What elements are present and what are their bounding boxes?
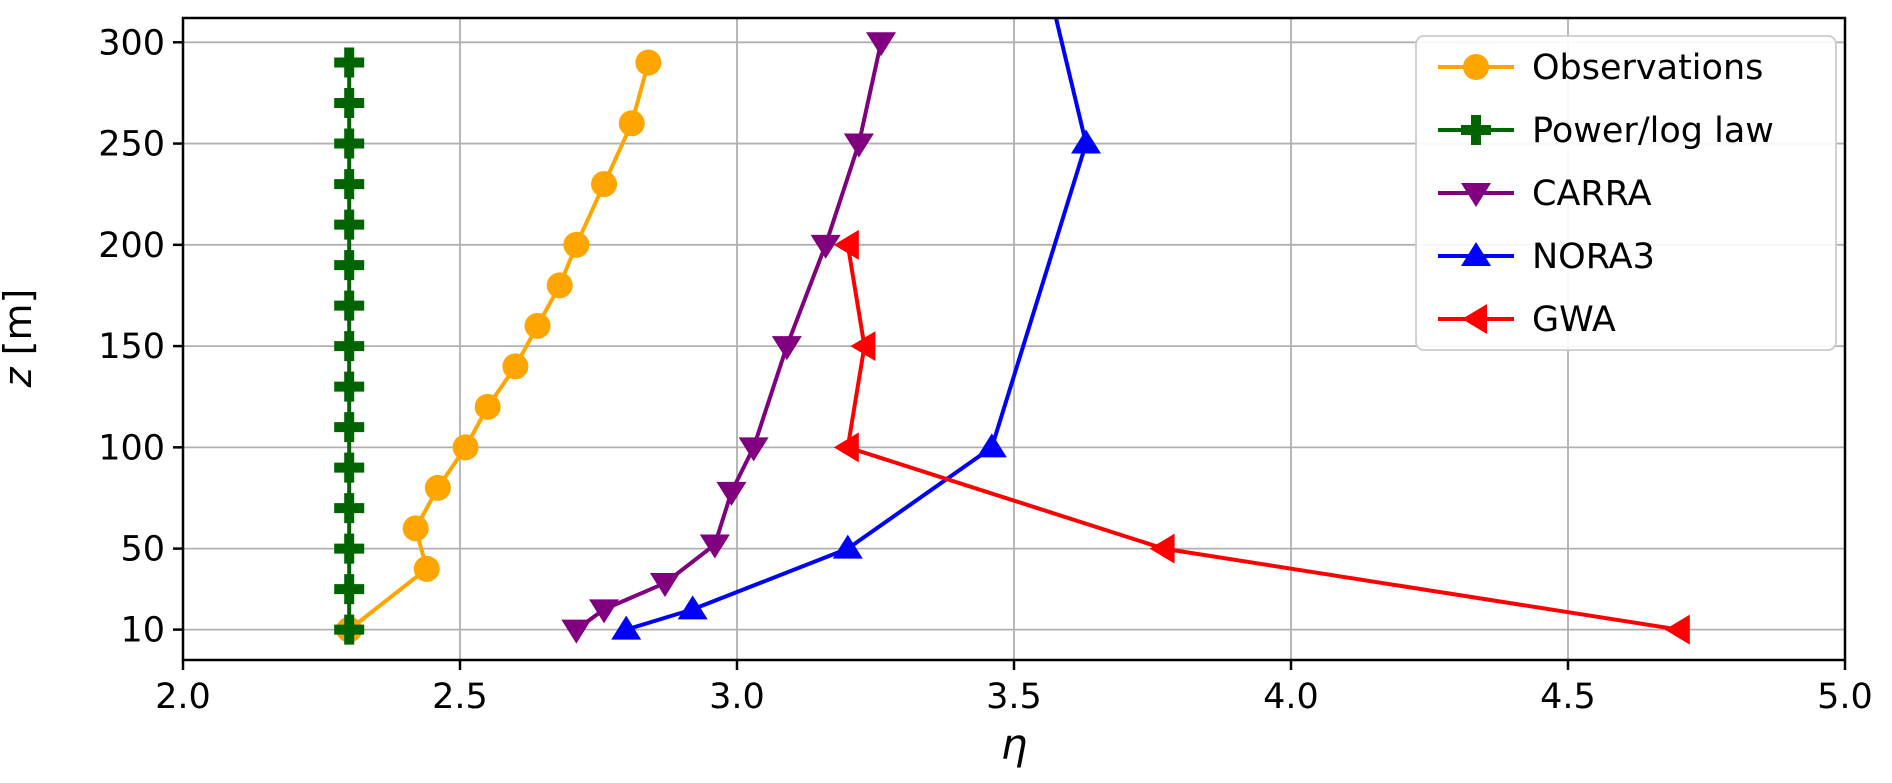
legend: Observations Power/log law CARRA NORA3 GWA [1415, 35, 1837, 351]
marker-circle [591, 171, 618, 198]
x-tick-label: 3.0 [709, 677, 765, 717]
series-carra [561, 32, 897, 644]
marker-circle [474, 393, 501, 420]
legend-item-label: Observations [1532, 48, 1763, 88]
marker-plus [334, 331, 365, 362]
marker-plus [334, 47, 365, 78]
series-nora3 [611, 18, 1102, 640]
x-tick-label: 5.0 [1817, 677, 1873, 717]
y-tick-label: 200 [98, 226, 165, 266]
marker-circle [618, 110, 645, 137]
y-tick-label: 50 [120, 530, 165, 570]
marker-triangle-up [611, 615, 642, 640]
marker-plus [1461, 115, 1491, 145]
marker-circle [413, 555, 440, 582]
marker-plus [334, 371, 365, 402]
x-axis-ticks: 2.0 2.5 3.0 3.5 4.0 4.5 5.0 [155, 660, 1873, 717]
legend-item-label: GWA [1532, 300, 1616, 340]
y-axis-label: z [m] [0, 289, 40, 388]
legend-item: GWA [1438, 300, 1616, 340]
marker-plus [334, 452, 365, 483]
marker-plus [334, 574, 365, 605]
marker-triangle-down [843, 133, 874, 158]
legend-item-label: CARRA [1532, 174, 1652, 214]
marker-plus [334, 88, 365, 119]
y-axis-ticks: 10 50 100 150 200 250 300 [98, 23, 183, 651]
marker-triangle-left [833, 432, 859, 463]
y-tick-label: 100 [98, 428, 165, 468]
marker-triangle-up [976, 433, 1007, 458]
y-tick-label: 300 [98, 23, 165, 63]
x-tick-label: 4.5 [1540, 677, 1596, 717]
marker-triangle-left [1149, 533, 1175, 564]
marker-circle [402, 515, 429, 542]
marker-triangle-down [1461, 183, 1491, 207]
marker-circle [502, 353, 529, 380]
legend-item: Power/log law [1438, 111, 1774, 151]
y-tick-label: 10 [120, 611, 165, 651]
y-tick-label: 150 [98, 327, 165, 367]
marker-plus [334, 614, 365, 645]
y-axis-label-unit: [m] [0, 288, 40, 368]
marker-plus [334, 493, 365, 524]
marker-triangle-down [810, 234, 841, 259]
series-power-log-law [334, 47, 365, 645]
series-observations [336, 49, 662, 643]
y-tick-label: 250 [98, 125, 165, 165]
marker-plus [334, 290, 365, 321]
marker-circle [563, 231, 590, 258]
legend-item: NORA3 [1438, 237, 1655, 277]
marker-triangle-down [716, 481, 747, 506]
marker-plus [334, 412, 365, 443]
marker-plus [334, 250, 365, 281]
marker-triangle-down [561, 619, 592, 644]
marker-triangle-up [677, 595, 708, 620]
legend-item-label: NORA3 [1532, 237, 1655, 277]
marker-circle [524, 312, 551, 339]
x-axis-label: η [1000, 720, 1028, 769]
marker-triangle-up [1071, 129, 1102, 154]
marker-triangle-down [699, 534, 730, 559]
marker-plus [334, 209, 365, 240]
legend-item: CARRA [1438, 174, 1652, 214]
marker-circle [452, 434, 479, 461]
series-gwa [833, 229, 1690, 645]
marker-triangle-left [1462, 304, 1487, 334]
y-axis-label-variable: z [0, 367, 40, 388]
marker-circle [546, 272, 573, 299]
marker-triangle-up [832, 534, 863, 559]
x-tick-label: 3.5 [986, 677, 1042, 717]
marker-triangle-down [738, 437, 769, 462]
marker-plus [334, 169, 365, 200]
marker-plus [334, 533, 365, 564]
marker-triangle-down [771, 336, 802, 361]
legend-item-label: Power/log law [1532, 111, 1774, 151]
marker-triangle-down [589, 599, 620, 624]
marker-circle [424, 474, 451, 501]
marker-triangle-up [1461, 242, 1491, 266]
marker-triangle-down [866, 32, 897, 57]
marker-circle [635, 49, 662, 76]
x-tick-label: 4.0 [1263, 677, 1319, 717]
marker-triangle-left [1664, 614, 1690, 645]
marker-triangle-down [649, 573, 680, 598]
x-tick-label: 2.5 [432, 677, 488, 717]
legend-item: Observations [1438, 48, 1763, 88]
marker-triangle-left [850, 331, 876, 362]
plot-area [334, 18, 1690, 645]
marker-circle [1463, 54, 1489, 80]
marker-plus [334, 128, 365, 159]
x-tick-label: 2.0 [155, 677, 211, 717]
marker-triangle-left [833, 229, 859, 260]
